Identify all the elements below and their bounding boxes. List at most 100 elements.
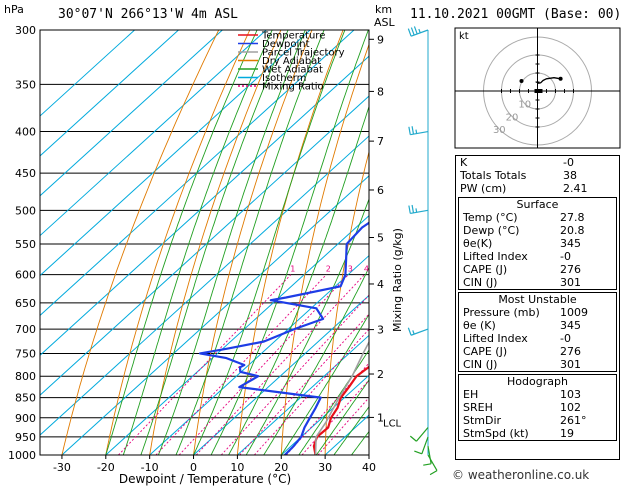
datetime-label: 11.10.2021 00GMT (Base: 00) bbox=[410, 7, 621, 22]
surface-box: Surface Temp (°C) 27.8 Dewp (°C) 20.8 θe(K) 3… bbox=[458, 197, 617, 290]
temp-tick-20: 20 bbox=[274, 461, 288, 474]
km-tick-1: 1 bbox=[377, 411, 384, 424]
wet-adiabat--12 bbox=[140, 30, 289, 455]
legend-item-0: Temperature bbox=[261, 31, 325, 42]
temp-tick--20: -20 bbox=[97, 461, 115, 474]
barb-950 bbox=[421, 436, 429, 455]
mixing-ratio-10 bbox=[253, 328, 369, 455]
profile-temperature bbox=[312, 365, 369, 455]
index-value: -0 bbox=[560, 332, 571, 345]
index-row: Dewp (°C) 20.8 bbox=[459, 224, 616, 237]
legend-item-1: Dewpoint bbox=[262, 39, 310, 50]
pressure-tick-750: 750 bbox=[15, 347, 36, 360]
location-label: 30°07'N 266°13'W 4m ASL bbox=[58, 7, 238, 22]
km-tick-2: 2 bbox=[377, 368, 384, 381]
index-row: StmSpd (kt) 19 bbox=[459, 427, 616, 440]
dry-adiabat--30 bbox=[61, 30, 220, 455]
index-value: 1009 bbox=[560, 306, 588, 319]
barb-flag-975-0 bbox=[423, 463, 432, 466]
mixing-ratio-3 bbox=[178, 274, 349, 455]
index-label: θe(K) bbox=[463, 237, 493, 250]
barb-flag-950-0 bbox=[414, 450, 423, 455]
wet-adiabat-4 bbox=[210, 30, 369, 455]
mixing-ratio-16 bbox=[285, 362, 369, 455]
mixing-ratio-label-1: 1 bbox=[290, 265, 295, 274]
barb-flag-300-3 bbox=[418, 28, 421, 34]
index-value: 301 bbox=[560, 358, 581, 371]
mixing-ratio-label-10: 10 bbox=[416, 265, 426, 274]
index-value: 20.8 bbox=[560, 224, 585, 237]
isotherm--80 bbox=[40, 30, 311, 277]
barb-flag-700-1 bbox=[412, 330, 415, 335]
profile-dewpoint bbox=[198, 221, 369, 455]
temp-tick--10: -10 bbox=[141, 461, 159, 474]
wet-adiabat-20 bbox=[280, 313, 369, 455]
mixing-ratio-label-8: 8 bbox=[405, 265, 410, 274]
barb-flag-300-1 bbox=[410, 27, 415, 36]
mixing-ratio-6 bbox=[220, 294, 369, 455]
plot-frame bbox=[39, 29, 370, 456]
barb-925 bbox=[415, 427, 429, 442]
isotherm--70 bbox=[40, 30, 355, 317]
wet-adiabat-28 bbox=[316, 379, 369, 455]
x-axis-title: Dewpoint / Temperature (°C) bbox=[119, 472, 291, 486]
barb-400 bbox=[410, 130, 429, 136]
profile-parcel-trajectory bbox=[314, 340, 369, 455]
mixing-ratio-label-4: 4 bbox=[364, 265, 369, 274]
index-value: 38 bbox=[563, 169, 577, 182]
barb-flag-500-1 bbox=[411, 204, 415, 213]
temp-tick--30: -30 bbox=[53, 461, 71, 474]
index-value: 19 bbox=[560, 427, 574, 440]
barb-flag-925-0 bbox=[409, 435, 417, 442]
temp-tick-30: 30 bbox=[318, 461, 332, 474]
hodograph-ring-label-30: 30 bbox=[493, 125, 506, 136]
km-tick-5: 5 bbox=[377, 231, 384, 244]
km-tick-4: 4 bbox=[377, 278, 384, 291]
index-value: 2.41 bbox=[563, 182, 588, 195]
mixing-ratio-2 bbox=[155, 274, 327, 455]
isotherm--40 bbox=[40, 135, 369, 436]
km-tick-7: 7 bbox=[377, 135, 384, 148]
pressure-tick-350: 350 bbox=[15, 78, 36, 91]
legend-item-2: Parcel Trajectory bbox=[262, 48, 345, 59]
index-value: -0 bbox=[560, 250, 571, 263]
dry-adiabat--20 bbox=[105, 30, 251, 455]
hodograph-unit-label: kt bbox=[459, 31, 469, 42]
hodograph-box: Hodograph EH 103 SREH 102 StmDir 261° StmSpd (… bbox=[458, 374, 617, 441]
pressure-tick-800: 800 bbox=[15, 370, 36, 383]
isotherm--120 bbox=[40, 30, 135, 117]
pressure-tick-850: 850 bbox=[15, 392, 36, 405]
pressure-tick-300: 300 bbox=[15, 24, 36, 37]
km-label: km bbox=[375, 3, 392, 16]
km-tick-6: 6 bbox=[377, 184, 384, 197]
wet-adiabat--4 bbox=[175, 30, 325, 455]
pressure-tick-650: 650 bbox=[15, 297, 36, 310]
mixing-ratio-8 bbox=[239, 313, 369, 455]
temp-tick-0: 0 bbox=[190, 461, 197, 474]
isotherm--110 bbox=[40, 30, 179, 157]
mixing-ratio-4 bbox=[195, 274, 365, 455]
hodograph-ring-label-10: 10 bbox=[518, 100, 531, 111]
temp-tick-10: 10 bbox=[230, 461, 244, 474]
wet-adiabat-24 bbox=[298, 349, 369, 455]
index-row: CIN (J) 301 bbox=[459, 358, 616, 371]
isotherm--100 bbox=[40, 30, 223, 197]
wet-adiabat--16 bbox=[122, 30, 273, 455]
isotherm-20 bbox=[280, 374, 369, 455]
barb-975 bbox=[427, 445, 432, 464]
legend-item-4: Wet Adiabat bbox=[262, 65, 323, 76]
index-value: 27.8 bbox=[560, 211, 585, 224]
pressure-tick-600: 600 bbox=[15, 269, 36, 282]
barb-flag-300-0 bbox=[407, 28, 412, 37]
index-label: Temp (°C) bbox=[463, 211, 518, 224]
index-label: PW (cm) bbox=[460, 182, 507, 195]
chart-grid: 12346810162025 bbox=[40, 30, 426, 455]
index-label: Totals Totals bbox=[460, 169, 527, 182]
index-row: CAPE (J) 276 bbox=[459, 345, 616, 358]
wet-adiabat-16 bbox=[263, 266, 369, 455]
hodograph-end-dot bbox=[558, 76, 563, 81]
mixing-ratio-1 bbox=[118, 274, 292, 455]
pressure-tick-900: 900 bbox=[15, 412, 36, 425]
